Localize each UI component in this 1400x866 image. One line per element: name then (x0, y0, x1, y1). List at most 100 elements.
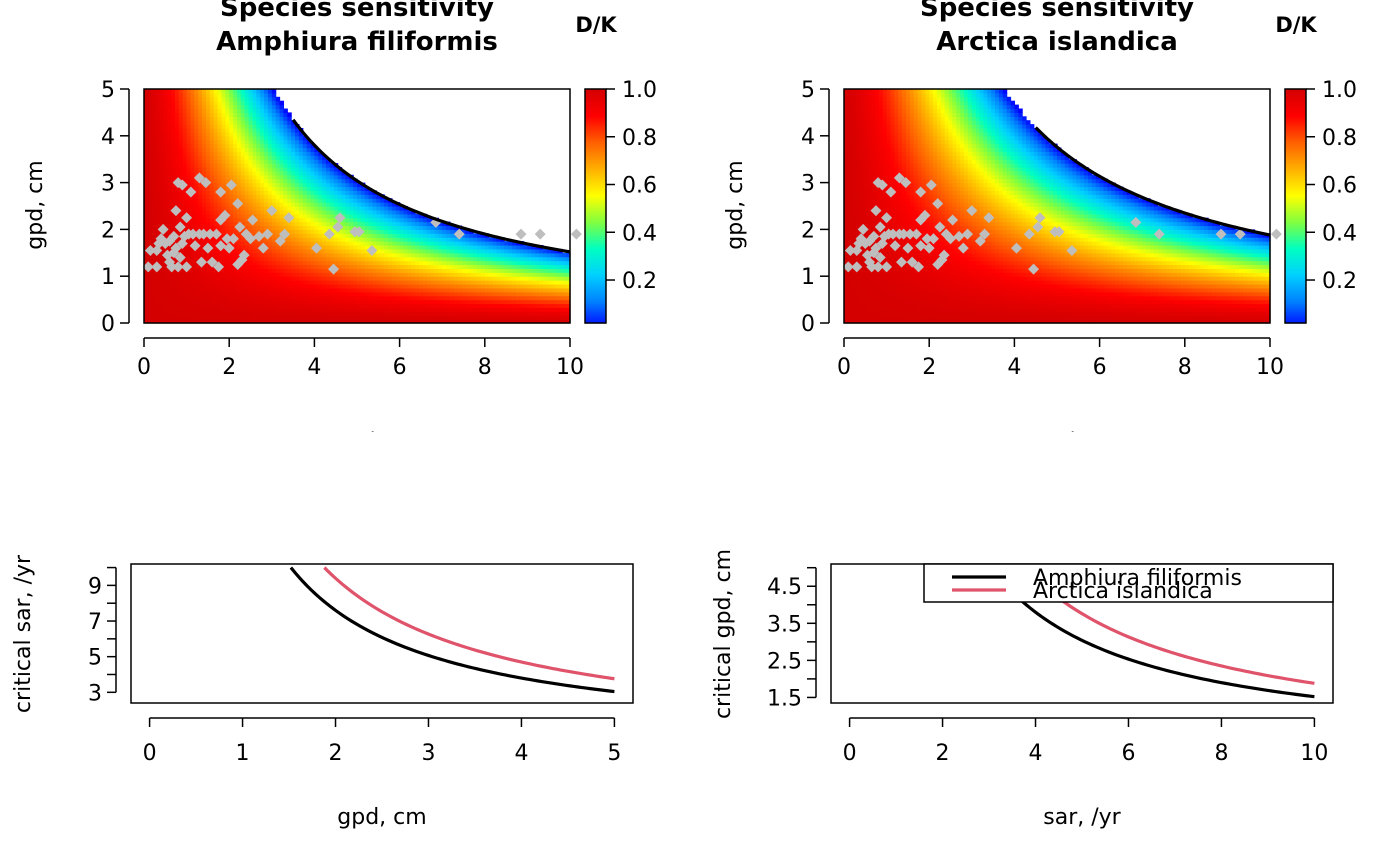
heatmap-cell (260, 89, 265, 94)
heatmap-cell (221, 248, 226, 254)
heatmap-cell (174, 272, 180, 277)
heatmap-cell (546, 287, 552, 293)
heatmap-cell (186, 128, 192, 133)
colorbar-segment (585, 260, 606, 264)
heatmap-cell (291, 178, 296, 184)
heatmap-cell (314, 202, 319, 207)
heatmap-cell (264, 159, 269, 164)
heatmap-cell (480, 284, 486, 289)
heatmap-cell (376, 272, 381, 277)
heatmap-cell (163, 221, 168, 227)
colorbar-segment (585, 108, 606, 112)
heatmap-cell (855, 178, 861, 184)
heatmap-cell (453, 276, 459, 281)
heatmap-cell (236, 174, 242, 180)
heatmap-cell (341, 202, 346, 207)
heatmap-cell (190, 96, 195, 102)
heatmap-cell (209, 268, 215, 273)
heatmap-cell (457, 315, 463, 320)
heatmap-cell (186, 135, 192, 141)
heatmap-cell (847, 202, 853, 207)
heatmap-cell (357, 209, 362, 215)
heatmap-cell (171, 163, 176, 168)
heatmap-cell (357, 280, 362, 285)
heatmap-cell (426, 295, 432, 301)
heatmap-cell (399, 221, 405, 227)
heatmap-cell (314, 151, 319, 156)
heatmap-cell (209, 151, 215, 156)
heatmap-cell (477, 295, 482, 301)
heatmap-cell (473, 315, 478, 320)
heatmap-cell (434, 268, 439, 273)
heatmap-cell (279, 128, 285, 133)
heatmap-cell (387, 299, 393, 305)
heatmap-cell (264, 241, 269, 246)
heatmap-cell (411, 276, 416, 281)
heatmap-cell (851, 245, 857, 250)
heatmap-cell (267, 287, 273, 293)
heatmap-cell (349, 280, 354, 285)
heatmap-cell (407, 284, 412, 289)
heatmap-cell (229, 120, 234, 125)
heatmap-cell (159, 170, 164, 176)
heatmap-cell (384, 213, 389, 219)
heatmap-cell (403, 284, 408, 289)
heatmap-cell (554, 291, 559, 297)
colorbar-segment (585, 215, 606, 219)
heatmap-cell (504, 245, 509, 250)
heatmap-cell (457, 319, 463, 324)
heatmap-cell (426, 237, 432, 242)
heatmap-cell (855, 96, 861, 102)
heatmap-cell (360, 252, 366, 258)
heatmap-cell (558, 280, 563, 285)
heatmap-cell (326, 202, 331, 207)
heatmap-cell (357, 206, 362, 211)
heatmap-cell (376, 248, 381, 254)
heatmap-cell (539, 256, 544, 262)
heatmap-cell (298, 229, 304, 234)
heatmap-cell (213, 100, 219, 106)
heatmap-cell (244, 186, 250, 191)
heatmap-cell (267, 280, 273, 285)
heatmap-cell (368, 303, 374, 308)
heatmap-cell (407, 264, 412, 269)
heatmap-cell (233, 245, 238, 250)
heatmap-cell (364, 272, 370, 277)
heatmap-cell (213, 241, 219, 246)
heatmap-cell (318, 213, 323, 219)
heatmap-cell (279, 151, 285, 156)
heatmap-cell (244, 143, 250, 149)
heatmap-cell (271, 131, 277, 137)
heatmap-cell (851, 155, 857, 160)
observation-point (181, 212, 193, 224)
heatmap-cell (859, 213, 864, 219)
heatmap-cell (399, 229, 405, 234)
heatmap-cell (178, 163, 184, 168)
heatmap-cell (194, 89, 199, 94)
heatmap-cell (515, 268, 521, 273)
heatmap-cell (205, 100, 211, 106)
heatmap-cell (461, 295, 467, 301)
heatmap-cell (236, 276, 242, 281)
heatmap-cell (566, 264, 571, 269)
heatmap-cell (851, 174, 857, 180)
heatmap-cell (326, 272, 331, 277)
heatmap-cell (213, 128, 219, 133)
heatmap-cell (256, 252, 261, 258)
heatmap-cell (384, 217, 389, 223)
heatmap-cell (194, 167, 199, 172)
heatmap-cell (174, 307, 180, 312)
heatmap-cell (345, 256, 350, 262)
heatmap-cell (287, 280, 292, 285)
heatmap-cell (310, 315, 315, 320)
heatmap-cell (504, 295, 509, 301)
heatmap-cell (291, 155, 296, 160)
heatmap-cell (418, 291, 424, 297)
heatmap-cell (844, 291, 849, 297)
heatmap-cell (283, 311, 288, 316)
heatmap-cell (535, 315, 540, 320)
heatmap-cell (209, 124, 215, 129)
heatmap-cell (492, 248, 498, 254)
heatmap-cell (291, 159, 296, 164)
colorbar-segment (585, 112, 606, 115)
